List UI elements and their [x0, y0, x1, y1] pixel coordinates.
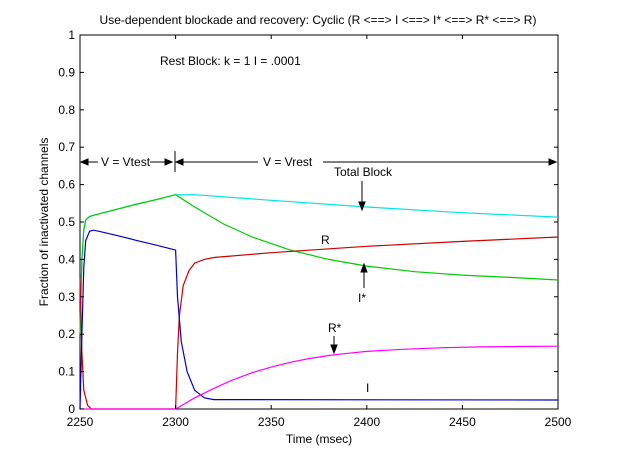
x-tick-label: 2350 — [258, 415, 285, 429]
chart-title: Use-dependent blockade and recovery: Cyc… — [100, 13, 537, 27]
series-line-5 — [80, 345, 559, 410]
rest-block-annotation: Rest Block: k = 1 I = .0001 — [160, 54, 301, 68]
total-block-arrow — [358, 181, 366, 212]
y-tick-label: 0.4 — [58, 252, 75, 266]
y-axis-ticks: 0 0.1 0.2 0.3 0.4 0.5 0.6 0.7 0.8 0.9 1 — [58, 28, 558, 416]
y-tick-label: 0.8 — [58, 103, 75, 117]
series-layer — [79, 194, 559, 410]
y-tick-label: 0.2 — [58, 327, 75, 341]
annotations: Rest Block: k = 1 I = .0001 V = Vtest V … — [79, 54, 558, 395]
r-star-arrow — [330, 336, 338, 355]
vtest-span-arrow — [79, 151, 176, 172]
series-line-3 — [79, 236, 559, 410]
y-tick-label: 0.7 — [58, 140, 75, 154]
y-tick-label: 0.6 — [58, 178, 75, 192]
y-tick-label: 0.1 — [58, 365, 75, 379]
i-star-arrow — [360, 262, 368, 288]
vrest-span-arrow — [174, 158, 558, 166]
x-tick-label: 2300 — [162, 415, 189, 429]
i-star-annotation: I* — [358, 291, 366, 305]
y-tick-label: 0.5 — [58, 215, 75, 229]
y-axis-label: Fraction of inactivated channels — [37, 138, 51, 307]
y-tick-label: 0 — [68, 402, 75, 416]
x-axis-ticks: 2250 2300 2350 2400 2450 2500 — [67, 35, 572, 429]
x-tick-label: 2450 — [449, 415, 476, 429]
series-line-4 — [79, 229, 559, 410]
plot-area: 2250 2300 2350 2400 2450 2500 0 0.1 0.2 0.3 0.4 0.… — [58, 28, 571, 429]
plot-frame — [79, 34, 559, 410]
r-annotation: R — [321, 233, 330, 247]
vrest-annotation: V = Vrest — [263, 155, 313, 169]
y-tick-label: 1 — [68, 28, 75, 42]
series-line-2 — [79, 194, 559, 335]
vtest-annotation: V = Vtest — [101, 155, 151, 169]
x-axis-label: Time (msec) — [286, 432, 352, 446]
total-block-annotation: Total Block — [334, 165, 393, 179]
x-tick-label: 2250 — [67, 415, 94, 429]
y-tick-label: 0.3 — [58, 290, 75, 304]
i-annotation: I — [366, 381, 369, 395]
x-tick-label: 2400 — [353, 415, 380, 429]
x-tick-label: 2500 — [545, 415, 572, 429]
r-star-annotation: R* — [328, 321, 342, 335]
y-tick-label: 0.9 — [58, 65, 75, 79]
